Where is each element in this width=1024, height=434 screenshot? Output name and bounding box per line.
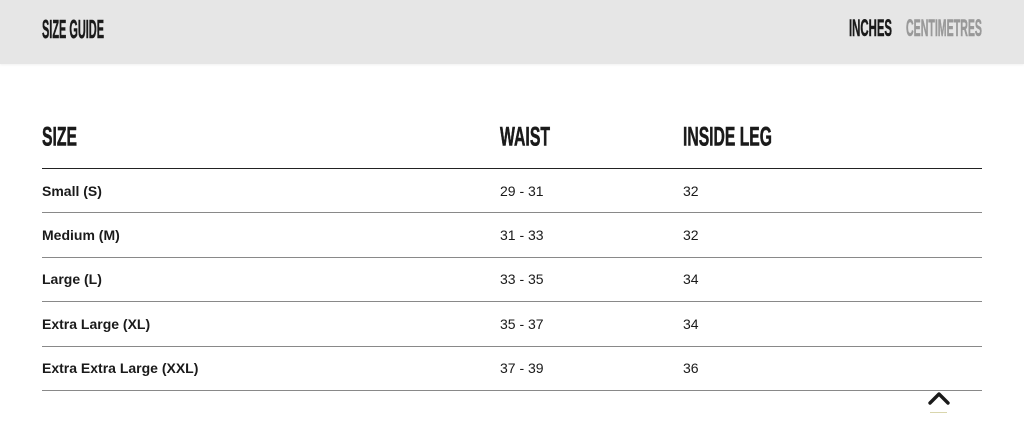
svg-text:INSIDE LEG: INSIDE LEG [683, 122, 772, 152]
svg-text:CENTIMETRES: CENTIMETRES [906, 15, 982, 42]
svg-text:INCHES: INCHES [849, 15, 892, 42]
svg-text:SIZE: SIZE [42, 122, 77, 152]
svg-text:WAIST: WAIST [500, 122, 550, 152]
svg-text:SIZE GUIDE: SIZE GUIDE [42, 14, 104, 44]
